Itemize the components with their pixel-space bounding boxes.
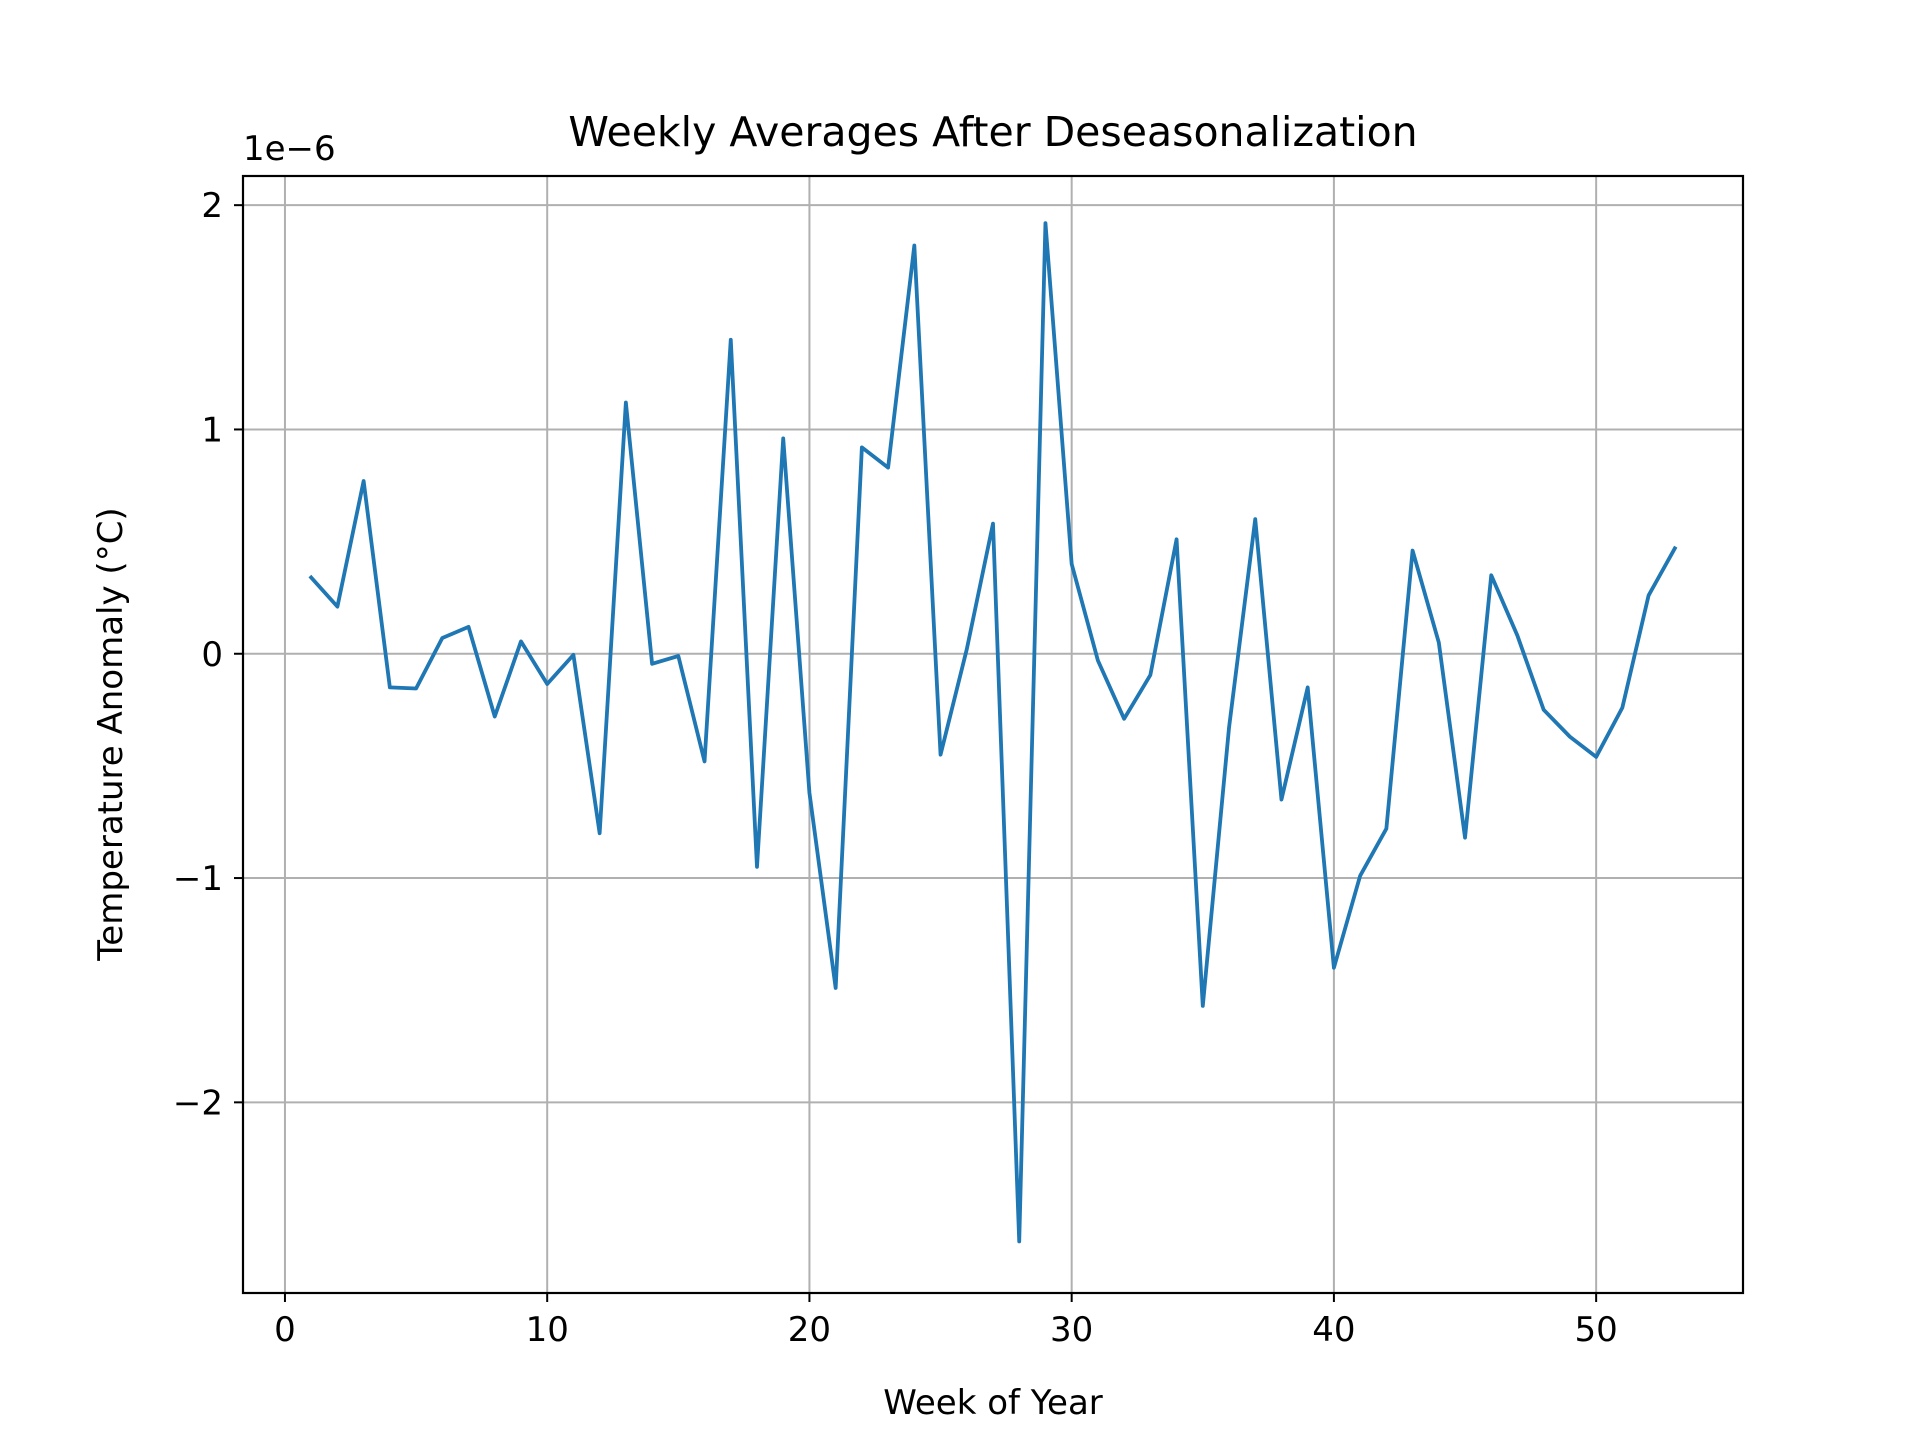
series-line bbox=[308, 221, 1678, 1244]
chart-title: Weekly Averages After Deseasonalization bbox=[568, 108, 1417, 156]
y-tick-label: −2 bbox=[173, 1083, 223, 1123]
x-tick-label: 50 bbox=[1575, 1310, 1618, 1350]
x-axis-label: Week of Year bbox=[883, 1383, 1103, 1423]
plot-frame bbox=[241, 174, 1745, 1295]
grid-lines bbox=[243, 176, 1743, 1293]
x-tick-label: 10 bbox=[526, 1310, 569, 1350]
series-layer bbox=[308, 221, 1678, 1244]
y-tick-label: 0 bbox=[201, 635, 223, 675]
axis-ticks: 0 10 20 30 40 50 −2 −1 0 1 2 bbox=[173, 186, 1618, 1350]
y-tick-label: −1 bbox=[173, 859, 223, 899]
y-scale-offset-label: 1e−6 bbox=[243, 129, 336, 169]
y-tick-label: 2 bbox=[201, 186, 223, 226]
y-axis-label: Temperature Anomaly (°C) bbox=[91, 507, 131, 961]
x-tick-label: 40 bbox=[1312, 1310, 1355, 1350]
y-tick-label: 1 bbox=[201, 410, 223, 450]
x-tick-label: 20 bbox=[788, 1310, 831, 1350]
x-tick-label: 30 bbox=[1050, 1310, 1093, 1350]
x-tick-label: 0 bbox=[274, 1310, 296, 1350]
